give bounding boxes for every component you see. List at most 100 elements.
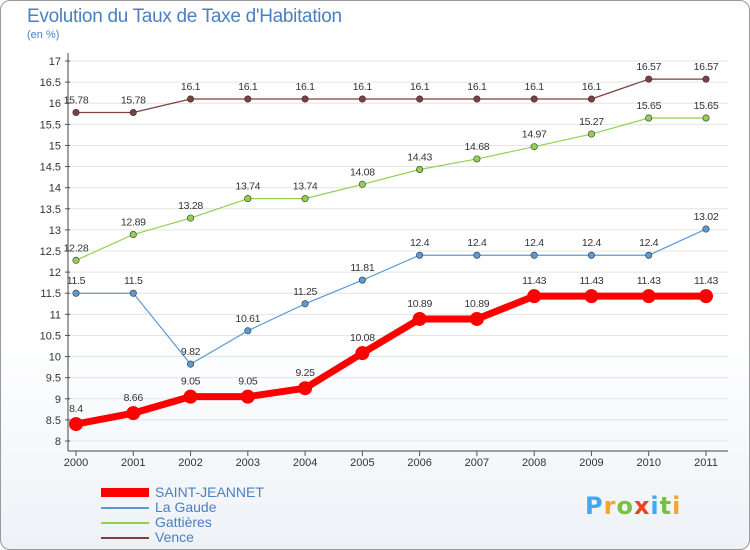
x-tick-label: 2009 [579,457,603,469]
data-point [530,95,538,103]
y-tick-label: 13 [49,225,61,237]
logo-letter: P [585,492,604,520]
legend-swatch [101,488,149,497]
data-label: 12.28 [64,242,89,254]
legend-label: SAINT-JEANNET [155,484,264,500]
x-tick-label: 2008 [522,457,546,469]
data-label: 16.1 [295,81,315,93]
data-point [699,289,713,304]
x-tick-label: 2005 [350,457,374,469]
data-point [527,289,542,304]
data-label: 13.02 [694,211,719,223]
y-tick-label: 9 [55,394,61,406]
data-label: 16.1 [410,81,430,93]
y-tick-label: 15 [49,140,61,152]
data-label: 14.08 [350,166,375,178]
data-label: 12.4 [582,237,602,249]
x-tick-label: 2004 [293,457,317,469]
data-label: 16.57 [694,61,719,73]
data-label: 9.05 [238,376,258,388]
data-label: 11.5 [124,275,143,287]
data-point [641,289,656,304]
data-label: 13.74 [293,181,318,193]
logo-letter: x [633,492,651,520]
data-label: 15.78 [121,95,146,107]
y-tick-label: 14.5 [40,162,61,174]
data-point [244,195,252,203]
data-point [183,389,198,404]
legend-label: Gattières [155,514,212,530]
data-label: 14.43 [407,152,432,164]
data-point [129,109,137,117]
data-label: 11.5 [67,275,86,287]
legend-item: La Gaude [101,500,264,515]
data-point [416,95,424,103]
y-tick-label: 14 [49,183,61,195]
legend-swatch [101,536,149,539]
data-point [187,95,195,103]
data-label: 16.1 [467,81,487,93]
data-point [469,311,484,326]
data-label: 9.05 [181,376,201,388]
data-label: 12.89 [121,217,146,229]
data-point [358,180,366,188]
proxiti-logo: Proxiti [585,492,681,520]
data-label: 16.1 [181,81,201,93]
chart-title: Evolution du Taux de Taxe d'Habitation [27,6,342,27]
x-tick-label: 2011 [694,457,718,469]
legend-swatch [101,506,149,509]
legend-item: Vence [101,530,264,545]
data-label: 16.1 [582,81,602,93]
x-tick-label: 2010 [636,457,660,469]
data-label: 16.1 [238,81,258,93]
logo-letter: r [603,492,617,520]
series-line [76,78,706,114]
data-point [473,155,481,163]
data-label: 11.43 [579,275,603,287]
y-tick-label: 17 [49,56,61,68]
data-point [187,360,195,368]
data-label: 11.43 [522,275,546,287]
y-tick-label: 16 [49,98,61,110]
data-point [129,231,137,239]
logo-letter: i [650,492,660,520]
data-label: 9.25 [295,367,315,379]
data-label: 15.65 [694,100,719,112]
chart-legend: SAINT-JEANNET La Gaude Gattières Vence [101,485,264,545]
data-point [72,109,80,117]
data-point [587,95,595,103]
data-label: 11.25 [293,286,317,298]
data-label: 10.89 [407,298,432,310]
data-point [129,289,137,297]
data-point [416,251,424,259]
x-tick-label: 2002 [178,457,202,469]
series-line [75,117,706,261]
data-point [412,311,427,326]
data-point [702,75,710,83]
data-label: 14.68 [465,141,490,153]
data-point [530,251,538,259]
data-label: 8.4 [69,403,83,415]
data-label: 10.61 [235,313,260,325]
data-point [72,289,80,297]
data-point [645,251,653,259]
logo-letter: o [616,492,634,520]
y-tick-label: 13.5 [40,204,61,216]
y-tick-label: 12.5 [40,246,61,258]
data-label: 11.81 [350,262,374,274]
data-point [72,256,80,264]
data-point [69,417,83,432]
data-point [240,389,255,404]
data-point [358,95,366,103]
data-label: 16.1 [525,81,545,93]
data-point [298,381,313,396]
data-label: 12.4 [639,237,659,249]
legend-item: Gattières [101,515,264,530]
y-tick-label: 16.5 [40,77,61,89]
data-point [702,114,710,122]
data-label: 13.74 [235,181,260,193]
data-label: 15.78 [64,95,89,107]
y-tick-label: 10 [49,352,61,364]
y-tick-label: 10.5 [40,330,61,342]
logo-letter: i [672,492,682,520]
